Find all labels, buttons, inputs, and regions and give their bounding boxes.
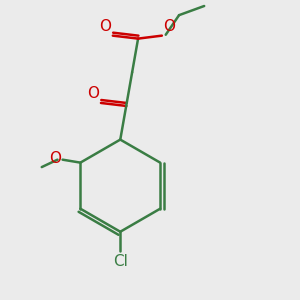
Text: Cl: Cl	[113, 254, 128, 269]
Text: O: O	[99, 19, 111, 34]
Text: O: O	[163, 19, 175, 34]
Text: O: O	[49, 151, 61, 166]
Text: O: O	[88, 86, 100, 101]
